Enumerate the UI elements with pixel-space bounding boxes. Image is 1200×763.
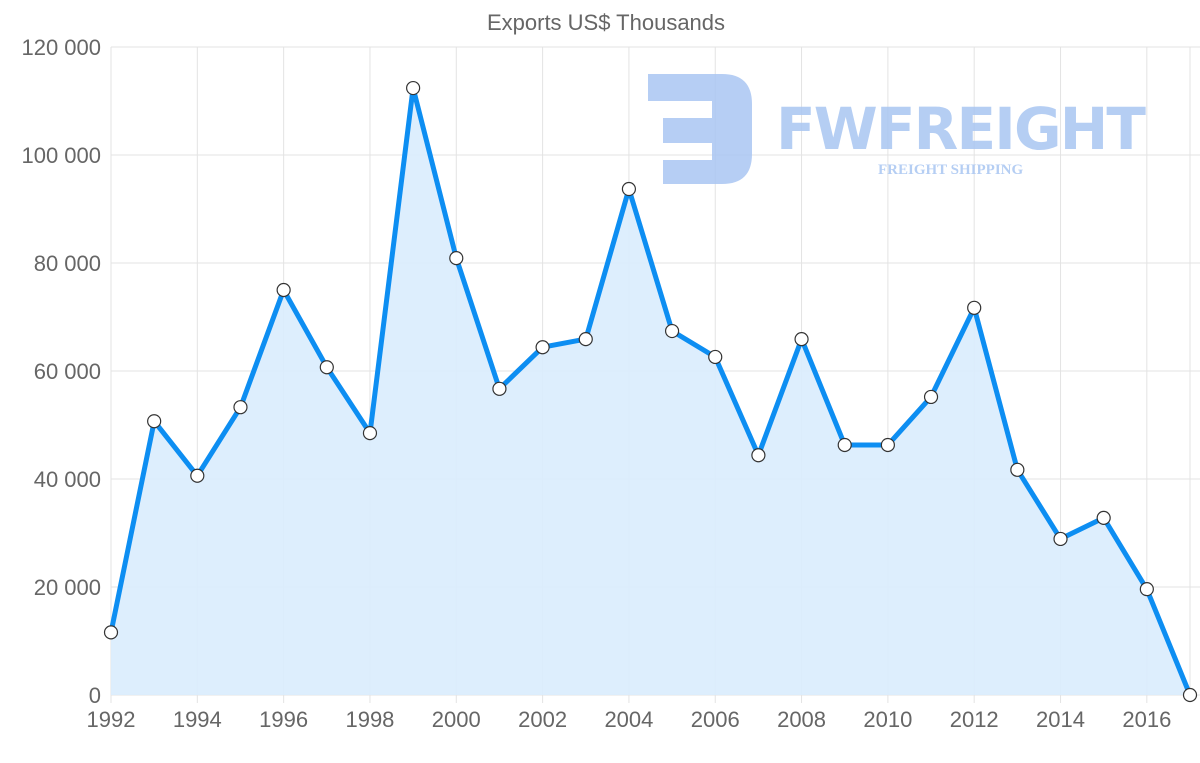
data-point — [492, 381, 507, 396]
x-tick-label: 2002 — [518, 707, 567, 732]
x-tick-label: 2014 — [1036, 707, 1085, 732]
chart-title: Exports US$ Thousands — [487, 10, 725, 35]
data-point — [319, 360, 334, 375]
data-point — [190, 468, 205, 483]
y-tick-label: 100 000 — [21, 143, 101, 168]
data-point — [103, 625, 119, 640]
data-point — [880, 437, 895, 453]
data-point — [751, 448, 766, 463]
data-point — [362, 426, 378, 441]
x-tick-label: 1992 — [87, 707, 136, 732]
data-point — [406, 80, 421, 96]
x-tick-label: 2004 — [604, 707, 653, 732]
logo-mark-icon — [648, 74, 752, 184]
data-point — [1096, 510, 1111, 525]
data-point — [837, 437, 852, 453]
x-tick-label: 1994 — [173, 707, 222, 732]
x-tick-label: 2000 — [432, 707, 481, 732]
y-tick-label: 0 — [89, 683, 101, 708]
y-tick-label: 60 000 — [34, 359, 101, 384]
data-point — [1053, 531, 1068, 547]
data-point — [449, 251, 464, 266]
data-point — [1139, 582, 1154, 597]
data-point — [967, 300, 982, 315]
data-point — [621, 181, 637, 197]
data-point — [233, 400, 248, 415]
data-point — [708, 349, 723, 365]
data-point — [535, 340, 550, 355]
x-tick-label: 2016 — [1122, 707, 1171, 732]
x-tick-label: 2006 — [691, 707, 740, 732]
series-line — [108, 85, 1193, 696]
watermark-brand: FWFREIGHT — [776, 95, 1146, 163]
y-tick-label: 120 000 — [21, 35, 101, 60]
data-point — [1182, 687, 1198, 703]
x-tick-label: 2008 — [777, 707, 826, 732]
data-point — [578, 332, 593, 347]
data-point — [276, 282, 291, 298]
x-tick-label: 2012 — [950, 707, 999, 732]
data-point — [147, 414, 162, 429]
x-tick-label: 1998 — [345, 707, 394, 732]
data-point — [664, 323, 680, 339]
data-point — [794, 332, 809, 347]
y-tick-label: 20 000 — [34, 575, 101, 600]
data-point — [923, 389, 939, 405]
area-fill — [111, 88, 1190, 695]
y-tick-label: 40 000 — [34, 467, 101, 492]
x-tick-label: 2010 — [863, 707, 912, 732]
watermark-tagline: FREIGHT SHIPPING — [878, 162, 1023, 178]
data-point — [1010, 462, 1025, 477]
x-tick-label: 1996 — [259, 707, 308, 732]
y-tick-label: 80 000 — [34, 251, 101, 276]
